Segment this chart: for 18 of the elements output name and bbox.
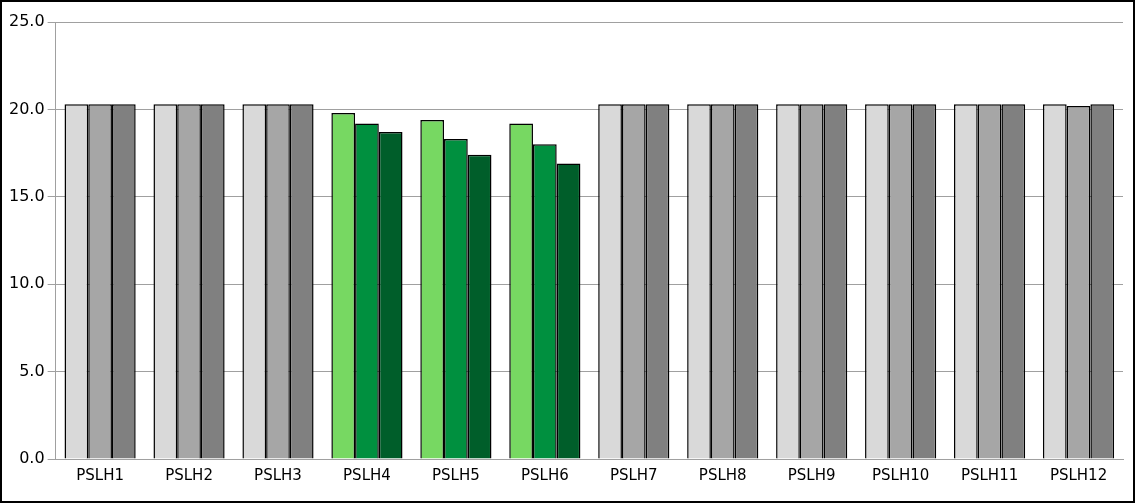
x-tick-label: PSLH7: [609, 465, 658, 484]
x-tick-label: PSLH6: [520, 465, 569, 484]
x-tick-label: PSLH8: [698, 465, 747, 484]
y-tick-label: 15.0: [9, 185, 45, 205]
y-tick-label: 10.0: [9, 273, 45, 293]
y-tick-label: 0.0: [19, 448, 45, 468]
x-tick-label: PSLH10: [871, 465, 930, 484]
x-tick-label: PSLH12: [1049, 465, 1108, 484]
y-tick-label: 25.0: [9, 11, 45, 31]
x-tick-label: PSLH9: [787, 465, 836, 484]
y-tick-label: 5.0: [19, 360, 45, 380]
x-tick-label: PSLH1: [76, 465, 124, 484]
x-tick-label: PSLH5: [432, 465, 480, 484]
x-tick-label: PSLH11: [960, 465, 1019, 484]
y-tick-label: 20.0: [9, 98, 45, 118]
x-tick-label: PSLH4: [343, 465, 391, 484]
x-tick-label: PSLH2: [165, 465, 213, 484]
x-tick-label: PSLH3: [254, 465, 302, 484]
